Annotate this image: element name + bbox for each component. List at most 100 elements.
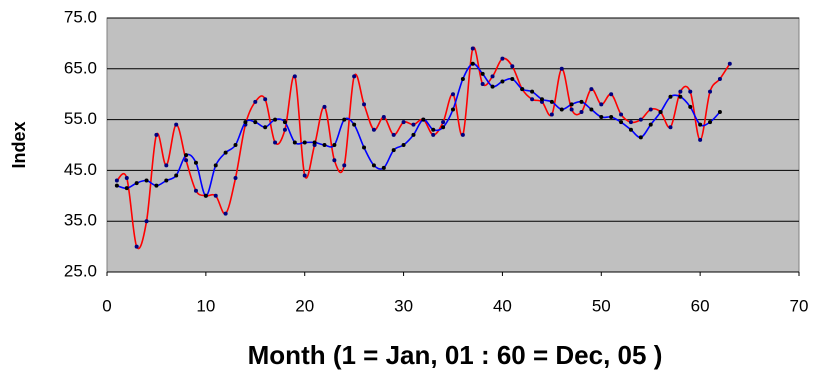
data-point: [678, 89, 683, 94]
data-point: [352, 122, 357, 127]
data-point: [569, 107, 574, 112]
x-tick-label: 10: [196, 296, 215, 315]
data-point: [411, 132, 416, 137]
data-point: [549, 112, 554, 117]
data-point: [698, 137, 703, 142]
data-point: [193, 160, 198, 165]
data-point: [490, 74, 495, 79]
data-point: [609, 92, 614, 97]
x-tick-label: 20: [295, 296, 314, 315]
data-point: [223, 150, 228, 155]
data-point: [401, 120, 406, 125]
data-point: [579, 109, 584, 114]
data-point: [628, 120, 633, 125]
data-point: [589, 87, 594, 92]
data-point: [500, 56, 505, 61]
data-point: [253, 120, 258, 125]
data-point: [431, 132, 436, 137]
data-point: [599, 102, 604, 107]
data-point: [589, 107, 594, 112]
data-point: [500, 79, 505, 84]
data-point: [154, 132, 159, 137]
y-tick-label: 45.0: [64, 160, 97, 179]
data-point: [510, 64, 515, 69]
data-point: [292, 74, 297, 79]
data-point: [233, 143, 238, 147]
x-tick-label: 40: [493, 296, 512, 315]
data-point: [213, 163, 218, 168]
plot-area: [106, 17, 800, 273]
data-point: [302, 140, 307, 145]
data-point: [322, 104, 327, 109]
series-line: [116, 46, 731, 250]
data-point: [292, 140, 297, 145]
data-point: [490, 84, 495, 89]
data-point: [480, 71, 485, 76]
data-point: [530, 97, 535, 102]
data-point: [648, 122, 653, 127]
data-point: [134, 181, 139, 186]
data-point: [144, 219, 149, 224]
data-point: [510, 76, 515, 81]
data-point: [609, 115, 614, 120]
y-axis-title: Index: [9, 121, 29, 168]
data-point: [233, 176, 238, 181]
data-point: [243, 120, 248, 125]
data-point: [401, 143, 406, 147]
data-point: [273, 117, 278, 122]
data-point: [154, 183, 159, 188]
data-point: [332, 143, 337, 147]
data-point: [362, 102, 367, 107]
x-axis-title: Month (1 = Jan, 01 : 60 = Dec, 05 ): [248, 340, 663, 370]
data-point: [381, 165, 386, 170]
data-point: [688, 104, 693, 109]
data-point: [174, 173, 179, 178]
x-tick-label: 30: [394, 296, 413, 315]
data-point: [421, 117, 426, 122]
data-point: [342, 163, 347, 168]
data-point: [342, 117, 347, 122]
data-point: [302, 173, 307, 178]
y-tick-label: 35.0: [64, 211, 97, 230]
data-point: [371, 163, 376, 168]
data-point: [164, 163, 169, 168]
data-point: [193, 188, 198, 193]
data-point: [549, 99, 554, 104]
data-point: [668, 125, 673, 130]
data-point: [411, 122, 416, 127]
data-point: [114, 183, 119, 188]
data-point: [569, 102, 574, 107]
data-point: [144, 178, 149, 183]
data-point: [470, 61, 475, 66]
data-point: [638, 135, 643, 140]
data-point: [470, 46, 475, 51]
data-point: [273, 140, 278, 145]
data-point: [460, 76, 465, 81]
x-tick-label: 0: [102, 296, 111, 315]
data-point: [124, 186, 129, 191]
data-point: [638, 117, 643, 122]
y-tick-label: 65.0: [64, 58, 97, 77]
data-point: [480, 82, 485, 87]
data-point: [648, 107, 653, 112]
data-point: [124, 176, 129, 181]
data-point: [539, 97, 544, 102]
data-point: [184, 153, 189, 158]
data-point: [628, 127, 633, 132]
data-point: [253, 99, 258, 104]
data-point: [213, 193, 218, 198]
data-point: [579, 99, 584, 104]
x-tick-label: 50: [592, 296, 611, 315]
data-point: [391, 132, 396, 137]
data-point: [708, 89, 713, 94]
data-point: [184, 158, 189, 163]
data-point: [441, 125, 446, 130]
y-tick-label: 55.0: [64, 109, 97, 128]
data-point: [619, 112, 624, 117]
data-point: [282, 127, 287, 132]
data-point: [559, 107, 564, 112]
data-point: [717, 76, 722, 81]
data-point: [203, 193, 208, 198]
data-point: [381, 115, 386, 120]
data-point: [322, 143, 327, 147]
